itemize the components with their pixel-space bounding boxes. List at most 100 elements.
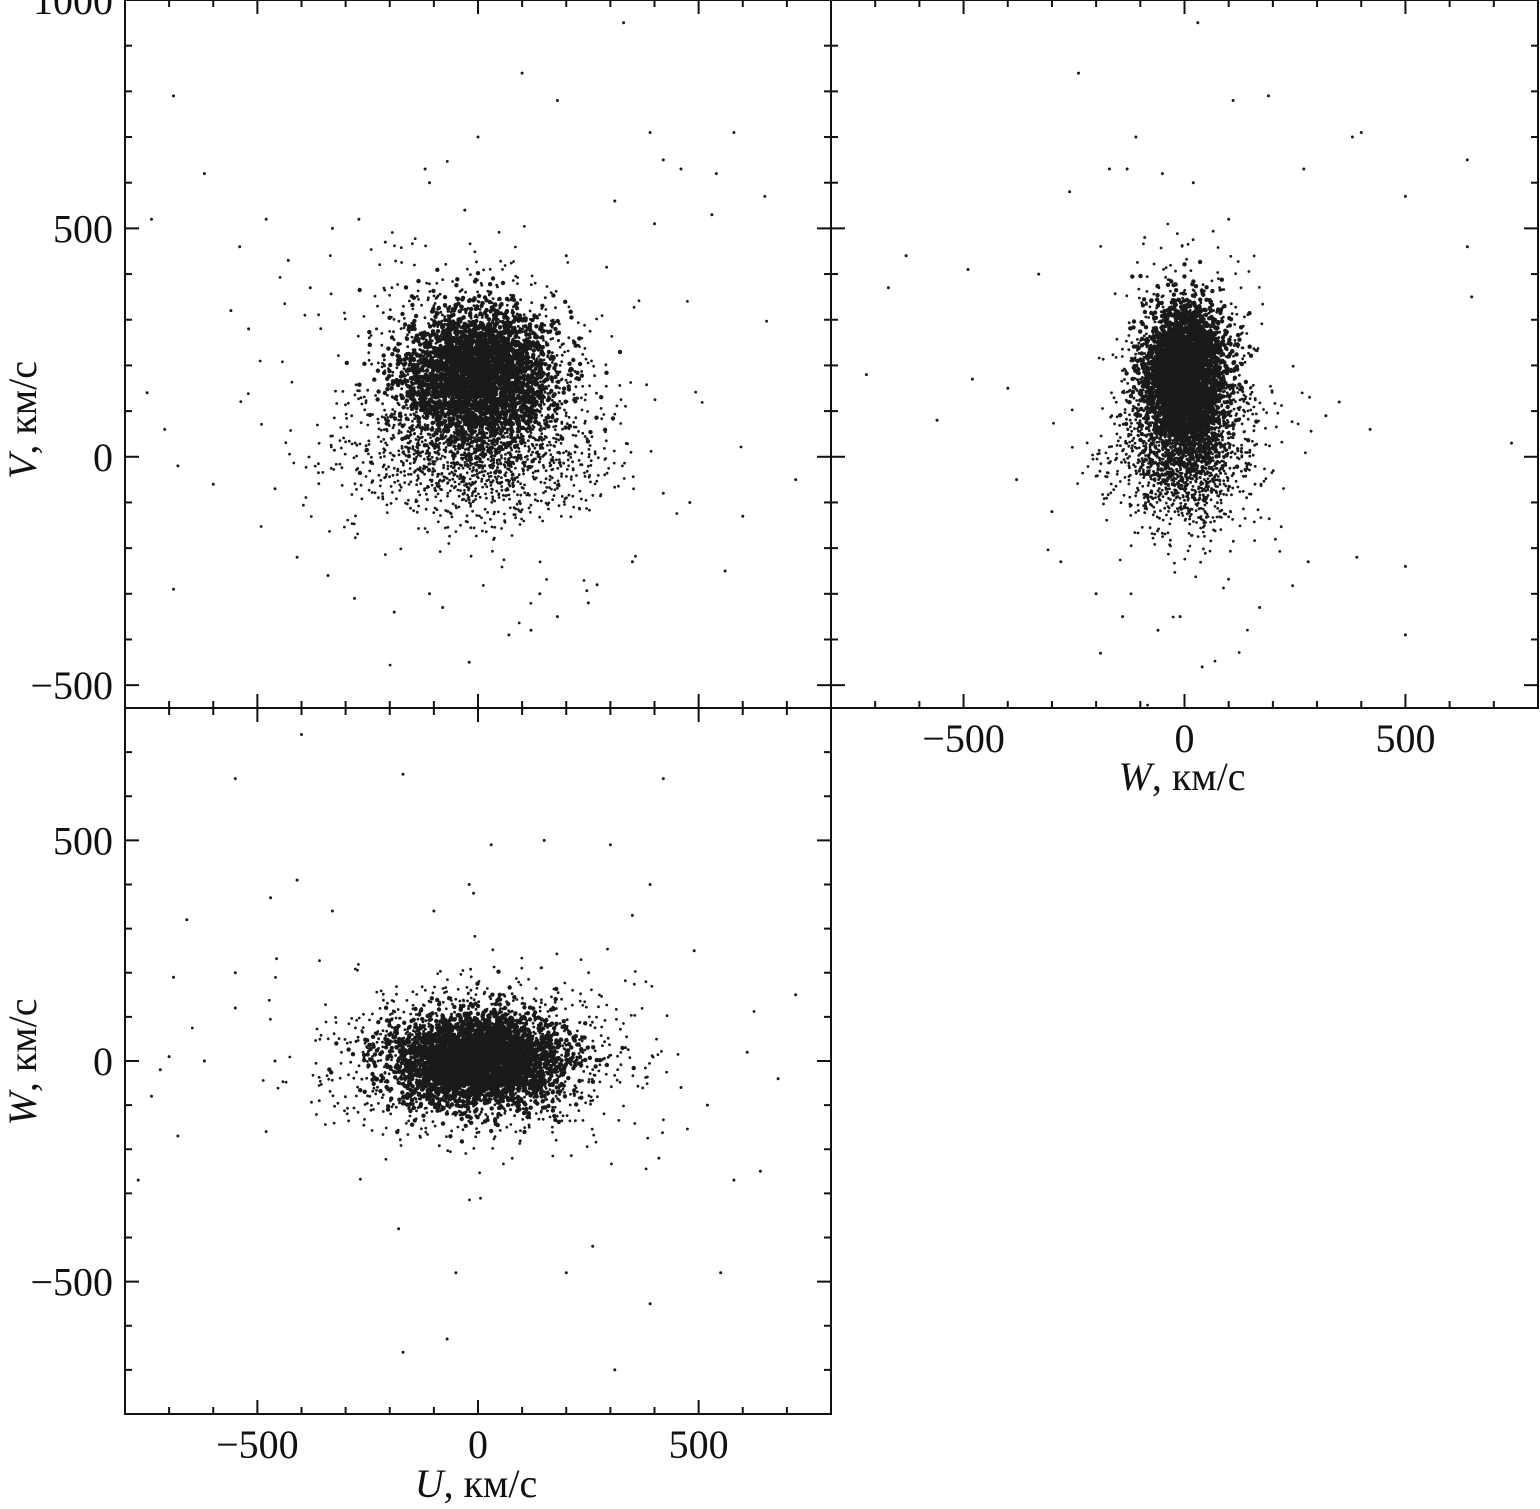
data-point <box>547 372 551 375</box>
data-point <box>363 408 367 412</box>
data-point <box>412 428 416 431</box>
data-point <box>432 385 436 389</box>
data-point <box>495 427 499 431</box>
data-point <box>427 462 431 465</box>
data-point <box>523 441 527 445</box>
data-point <box>457 505 461 509</box>
data-point <box>549 453 553 456</box>
data-point <box>510 534 514 537</box>
data-point <box>435 334 439 337</box>
data-point <box>610 335 614 338</box>
data-point <box>404 413 407 417</box>
data-point <box>413 348 417 351</box>
data-point <box>426 467 432 473</box>
data-point <box>442 332 446 336</box>
data-point <box>455 422 458 425</box>
data-point <box>479 281 483 285</box>
data-point <box>599 407 603 410</box>
data-point <box>503 343 506 346</box>
data-point <box>480 370 484 374</box>
data-point <box>513 342 517 346</box>
data-point <box>493 362 497 366</box>
data-point <box>405 390 409 393</box>
data-point <box>404 445 407 449</box>
data-point <box>455 425 459 429</box>
data-point <box>474 327 478 331</box>
data-point <box>512 260 515 263</box>
data-point <box>529 283 533 286</box>
data-point <box>533 333 537 337</box>
data-point <box>392 338 396 341</box>
data-point <box>457 395 461 398</box>
data-point <box>513 377 517 380</box>
data-point <box>419 380 423 383</box>
data-point <box>542 466 546 469</box>
data-point <box>446 461 449 464</box>
data-point <box>476 338 479 342</box>
data-point <box>528 309 532 313</box>
data-point <box>518 366 521 370</box>
data-point <box>425 331 430 337</box>
data-point <box>397 319 401 323</box>
data-point <box>534 469 537 473</box>
data-point <box>514 383 518 386</box>
data-point <box>530 465 534 468</box>
data-point <box>567 423 573 429</box>
data-point <box>486 390 490 394</box>
data-point <box>543 435 547 438</box>
data-point <box>559 442 563 445</box>
data-point <box>554 306 557 310</box>
data-point <box>602 413 606 416</box>
data-point <box>450 309 454 313</box>
data-point <box>416 339 419 343</box>
data-point <box>440 389 444 393</box>
data-point <box>402 450 405 453</box>
data-point <box>604 457 608 460</box>
data-point <box>404 454 408 457</box>
data-point <box>509 293 513 297</box>
data-point <box>543 390 547 394</box>
data-point <box>523 345 527 348</box>
data-point <box>428 392 431 396</box>
data-point <box>476 433 479 437</box>
data-point <box>464 290 467 294</box>
data-point <box>515 372 518 376</box>
data-point <box>518 440 522 443</box>
data-point <box>427 407 431 411</box>
data-point <box>466 459 469 463</box>
data-point <box>544 314 548 318</box>
data-point <box>428 388 431 392</box>
data-point <box>542 402 546 406</box>
data-point <box>471 373 475 377</box>
data-point <box>377 496 380 500</box>
data-point <box>357 382 362 387</box>
data-point <box>508 325 512 328</box>
data-point <box>512 393 516 397</box>
data-point <box>390 458 394 462</box>
data-point <box>519 493 523 497</box>
data-point <box>585 437 589 441</box>
data-point <box>485 347 489 350</box>
data-point <box>490 276 496 281</box>
data-point <box>338 462 342 466</box>
data-point <box>489 341 493 345</box>
data-point <box>489 483 493 487</box>
data-point <box>558 322 561 326</box>
data-point <box>435 311 439 315</box>
data-point <box>505 364 509 368</box>
data-point <box>410 302 415 308</box>
data-point <box>384 467 388 471</box>
data-point <box>545 421 549 424</box>
data-point <box>441 353 445 357</box>
data-point <box>498 427 501 430</box>
data-point <box>507 343 510 347</box>
data-point <box>446 319 450 323</box>
data-point <box>571 357 576 363</box>
data-point <box>446 491 450 495</box>
data-point <box>426 349 429 352</box>
data-point <box>527 445 531 448</box>
data-point <box>469 342 473 345</box>
data-point <box>388 293 391 297</box>
data-point <box>460 437 464 441</box>
data-point <box>343 452 347 456</box>
